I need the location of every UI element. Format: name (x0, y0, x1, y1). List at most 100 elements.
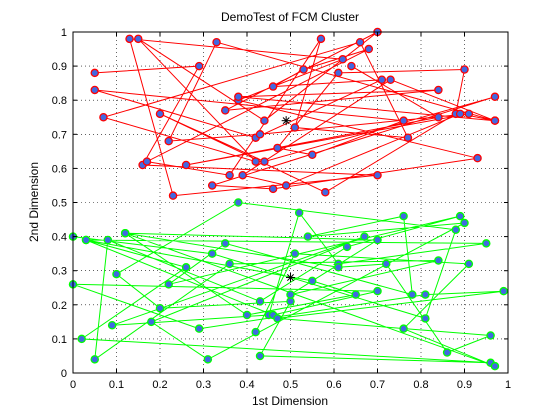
y-tick-label: 0.6 (52, 163, 67, 175)
y-tick-label: 0.3 (52, 266, 67, 278)
data-point (481, 239, 491, 248)
data-point (473, 153, 482, 163)
data-point (460, 65, 469, 74)
data-point (486, 331, 495, 340)
y-tick-label: 0.8 (52, 95, 67, 107)
x-tick-label: 1 (505, 379, 511, 391)
axes-frame (72, 31, 509, 374)
y-tick-label: 0.1 (52, 334, 67, 346)
data-point (455, 109, 465, 119)
data-point (307, 150, 317, 160)
data-point (303, 232, 313, 241)
data-point (360, 232, 369, 241)
cluster-center-marker (286, 273, 295, 283)
cluster-series-1 (90, 27, 500, 200)
data-point (386, 75, 395, 84)
data-point (255, 297, 265, 306)
data-point (81, 235, 91, 245)
data-point (460, 218, 469, 228)
data-point (225, 170, 234, 180)
data-point (194, 324, 204, 333)
y-tick-label: 0.9 (52, 61, 67, 73)
data-point (421, 314, 430, 323)
data-point (408, 290, 417, 299)
x-tick-label: 0.9 (457, 379, 472, 391)
data-point (286, 290, 295, 299)
data-point (268, 82, 278, 91)
axis-ticks: 0 0.1 0.2 0.3 0.4 0.5 0.6 0.7 0.8 0.9 1 0 0.1 0.2 0.3 0… (52, 27, 511, 391)
data-point (381, 259, 391, 269)
cluster-line (72, 201, 504, 367)
data-point (268, 184, 278, 194)
center-star-stroke (286, 274, 295, 282)
chart-title: DemoTest of FCM Cluster (221, 10, 359, 24)
y-axis-label: 2nd Dimension (27, 162, 41, 242)
data-point (142, 157, 152, 166)
x-axis-label: 1st Dimension (252, 394, 328, 408)
x-tick-label: 0.3 (196, 379, 211, 391)
data-point (103, 235, 113, 245)
data-point (147, 317, 156, 327)
cluster-series-2 (68, 198, 508, 371)
data-point (164, 280, 173, 289)
data-point (273, 143, 282, 153)
cluster-center-marker (281, 116, 291, 126)
y-tick-label: 0.7 (52, 129, 67, 141)
data-point (207, 249, 217, 258)
data-point (125, 34, 134, 44)
data-point (373, 286, 382, 296)
x-tick-label: 0.4 (239, 379, 254, 391)
data-point (90, 355, 100, 364)
x-tick-label: 0.1 (109, 379, 124, 391)
data-point (260, 157, 269, 166)
x-tick-label: 0.2 (152, 379, 167, 391)
data-point (99, 113, 108, 122)
data-point (490, 116, 500, 125)
data-point (294, 208, 304, 217)
data-point (220, 239, 230, 248)
data-point (181, 263, 191, 272)
data-point (373, 235, 382, 245)
data-point (260, 116, 269, 125)
data-point (364, 44, 374, 54)
data-point (107, 321, 117, 330)
data-point (164, 136, 173, 146)
data-point (212, 37, 221, 47)
x-tick-label: 0.5 (283, 379, 298, 391)
data-point (273, 314, 282, 323)
data-point (434, 113, 443, 122)
x-tick-label: 0 (70, 379, 76, 391)
data-point (207, 181, 217, 190)
data-point (112, 269, 121, 279)
data-point (377, 75, 387, 84)
data-point (399, 324, 408, 333)
data-point (490, 92, 500, 102)
data-point (299, 65, 308, 74)
data-point (251, 327, 260, 337)
data-point (442, 348, 452, 357)
data-point (90, 85, 100, 95)
data-point (120, 228, 130, 238)
data-point (90, 68, 100, 78)
data-point (290, 123, 300, 132)
data-point (421, 290, 430, 299)
data-point (334, 68, 343, 78)
y-tick-label: 0.4 (52, 232, 67, 244)
grid-lines (73, 32, 508, 373)
plot-series (68, 27, 508, 371)
data-point (181, 160, 191, 170)
y-tick-label: 0.5 (52, 198, 67, 210)
center-star-stroke (282, 117, 290, 125)
data-point (434, 85, 443, 95)
data-point (234, 198, 243, 207)
y-tick-label: 1 (61, 27, 67, 39)
data-point (242, 310, 252, 320)
data-point (307, 276, 317, 286)
data-point (251, 157, 260, 166)
data-point (168, 191, 178, 200)
x-tick-label: 0.7 (370, 379, 385, 391)
y-tick-label: 0 (61, 368, 67, 380)
data-point (464, 259, 474, 269)
data-point (464, 109, 474, 119)
data-point (194, 61, 204, 71)
